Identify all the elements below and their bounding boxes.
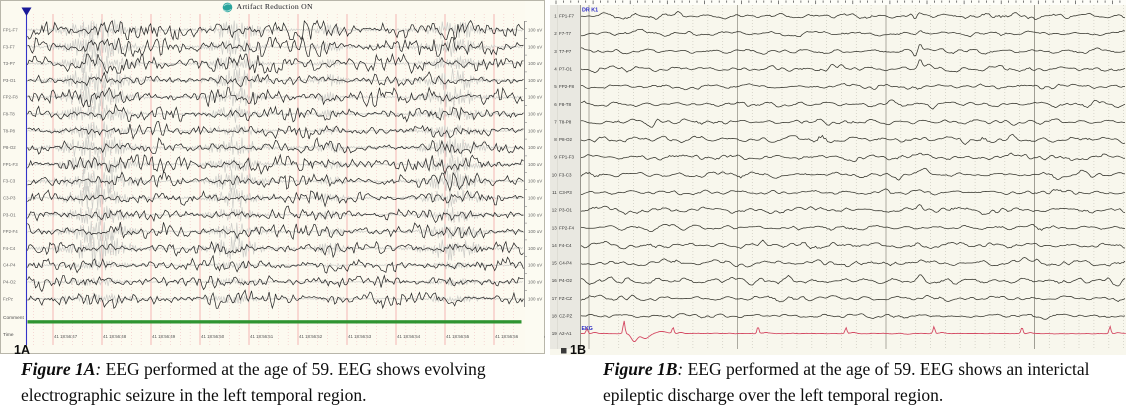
svg-text:16: 16 [552, 278, 558, 283]
svg-text:2: 2 [554, 31, 557, 36]
svg-text:FP1-F7: FP1-F7 [3, 28, 18, 33]
svg-text:100 uV: 100 uV [528, 263, 542, 268]
svg-text:C3-P3: C3-P3 [559, 190, 572, 195]
svg-text:6: 6 [554, 102, 557, 107]
svg-text:P3-O1: P3-O1 [3, 212, 16, 217]
svg-text:1: 1 [554, 14, 557, 19]
svg-text:P3-O1: P3-O1 [559, 208, 573, 213]
svg-text:100 uV: 100 uV [528, 212, 542, 217]
svg-text:FP1-F3: FP1-F3 [559, 155, 575, 160]
svg-text:100 uV: 100 uV [528, 78, 542, 83]
svg-text:F7-T7: F7-T7 [559, 31, 571, 36]
svg-text:41 18:56:53: 41 18:56:53 [348, 334, 372, 339]
svg-text:P8-O2: P8-O2 [559, 137, 573, 142]
svg-text:FP2-F8: FP2-F8 [559, 84, 575, 89]
svg-text:41 18:56:50: 41 18:56:50 [201, 334, 225, 339]
svg-text:15: 15 [552, 261, 558, 266]
svg-text:F3-F7: F3-F7 [3, 44, 15, 49]
svg-text:P8-O2: P8-O2 [3, 145, 16, 150]
svg-text:5: 5 [554, 84, 557, 89]
svg-text:100 uV: 100 uV [528, 145, 542, 150]
svg-text:FP1-F3: FP1-F3 [3, 162, 18, 167]
svg-text:Time: Time [3, 332, 14, 338]
svg-text:F3-C3: F3-C3 [3, 179, 16, 184]
svg-text:100 uV: 100 uV [528, 196, 542, 201]
svg-text:T7-P7: T7-P7 [559, 49, 572, 54]
svg-text:7: 7 [554, 119, 557, 124]
svg-text:11: 11 [552, 190, 557, 195]
svg-text:F4-C4: F4-C4 [3, 246, 16, 251]
svg-text:12: 12 [552, 208, 558, 213]
svg-text:P4-O2: P4-O2 [559, 278, 573, 283]
svg-text:Comment: Comment [3, 315, 24, 321]
svg-text:100 uV: 100 uV [528, 44, 542, 49]
svg-text:10: 10 [552, 172, 558, 177]
svg-text:FzPz: FzPz [3, 296, 13, 301]
svg-text:41 18:56:51: 41 18:56:51 [250, 334, 274, 339]
svg-text:C4-P4: C4-P4 [559, 261, 572, 266]
svg-text:100 uV: 100 uV [528, 128, 542, 133]
svg-text:C3-P3: C3-P3 [3, 196, 16, 201]
svg-text:100 uV: 100 uV [528, 246, 542, 251]
svg-text:14: 14 [552, 243, 558, 248]
svg-text:P7-O1: P7-O1 [559, 67, 573, 72]
svg-text:F8-T8: F8-T8 [3, 112, 15, 117]
svg-text:EKG: EKG [582, 326, 593, 332]
svg-text:4: 4 [554, 67, 557, 72]
svg-text:13: 13 [552, 225, 558, 230]
svg-text:Artifact Reduction ON: Artifact Reduction ON [237, 2, 313, 11]
svg-text:FP2-F4: FP2-F4 [3, 229, 18, 234]
svg-text:T8-P8: T8-P8 [3, 128, 16, 133]
svg-text:41 18:56:56: 41 18:56:56 [495, 334, 519, 339]
svg-text:C4-P4: C4-P4 [3, 263, 16, 268]
svg-text:100 uV: 100 uV [528, 162, 542, 167]
svg-text:100 uV: 100 uV [528, 112, 542, 117]
svg-text:100 uV: 100 uV [528, 95, 542, 100]
svg-text:100 uV: 100 uV [528, 280, 542, 285]
svg-text:FZ-CZ: FZ-CZ [559, 296, 572, 301]
svg-text:41 18:56:55: 41 18:56:55 [446, 334, 470, 339]
svg-text:9: 9 [554, 155, 557, 160]
svg-text:F4-C4: F4-C4 [559, 243, 572, 248]
svg-text:8: 8 [554, 137, 557, 142]
svg-text:100 uV: 100 uV [528, 61, 542, 66]
svg-text:41 18:56:49: 41 18:56:49 [152, 334, 176, 339]
svg-text:FP2-F4: FP2-F4 [559, 225, 575, 230]
svg-text:41 18:56:52: 41 18:56:52 [299, 334, 323, 339]
svg-text:3: 3 [554, 49, 557, 54]
svg-text:41 18:56:48: 41 18:56:48 [103, 334, 127, 339]
svg-text:19: 19 [552, 331, 558, 336]
svg-text:CZ-PZ: CZ-PZ [559, 314, 572, 319]
svg-text:17: 17 [552, 296, 558, 301]
svg-text:100 uV: 100 uV [528, 296, 542, 301]
svg-text:P3-O1: P3-O1 [3, 78, 16, 83]
svg-text:FP1-F7: FP1-F7 [559, 14, 575, 19]
svg-text:100 uV: 100 uV [528, 28, 542, 33]
svg-text:T3-P7: T3-P7 [3, 61, 16, 66]
svg-text:41 18:56:54: 41 18:56:54 [397, 334, 421, 339]
svg-text:A2-A1: A2-A1 [559, 331, 572, 336]
svg-text:F3-C3: F3-C3 [559, 172, 572, 177]
svg-text:DR K1: DR K1 [582, 8, 598, 14]
svg-text:100 uV: 100 uV [528, 179, 542, 184]
svg-text:100 uV: 100 uV [528, 229, 542, 234]
svg-text:P4-O2: P4-O2 [3, 280, 16, 285]
svg-text:F8-T8: F8-T8 [559, 102, 571, 107]
svg-text:41 18:56:47: 41 18:56:47 [54, 334, 78, 339]
svg-text:T8-P8: T8-P8 [559, 119, 572, 124]
svg-text:18: 18 [552, 314, 558, 319]
svg-text:41 18:56:57: 41 18:56:57 [544, 334, 545, 339]
svg-text:FP2-F8: FP2-F8 [3, 95, 18, 100]
